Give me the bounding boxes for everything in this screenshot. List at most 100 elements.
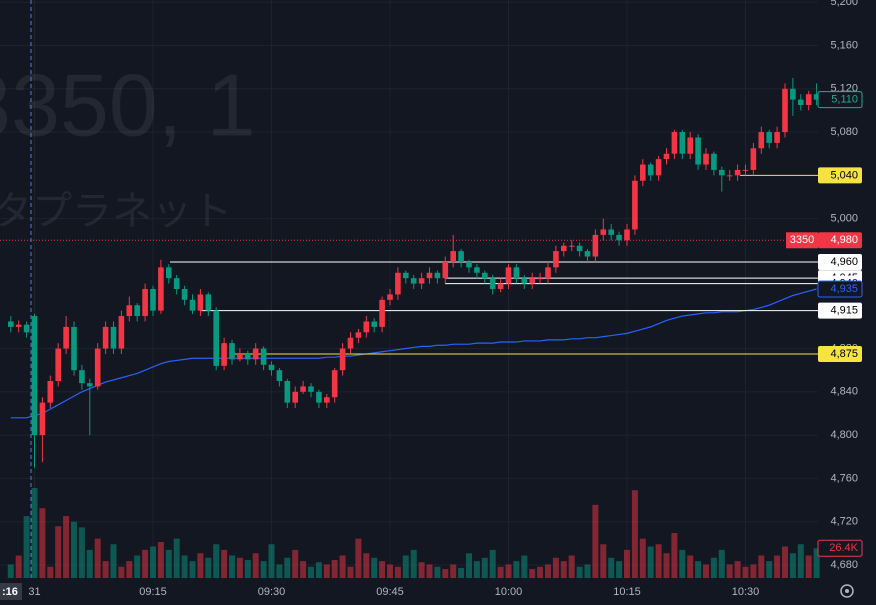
candle-body [189, 299, 196, 311]
candle-body [292, 391, 298, 403]
volume-bar [703, 564, 709, 578]
y-tick-label: 4,760 [830, 472, 858, 484]
volume-bar [473, 561, 480, 578]
level-label: 4,980 [830, 234, 858, 246]
candle-body [347, 337, 354, 349]
volume-bar [402, 555, 409, 578]
candle-body [150, 289, 156, 311]
volume-bar [600, 544, 607, 578]
candle-body [640, 164, 646, 181]
candle-body [813, 94, 820, 100]
volume-bar [94, 538, 101, 578]
volume-bar [236, 557, 243, 578]
candle-body [655, 159, 662, 176]
volume-bar [276, 564, 283, 578]
volume-bar [545, 564, 551, 578]
candle-body [276, 370, 283, 382]
volume-bar [394, 566, 401, 578]
volume-bar [86, 549, 93, 578]
x-tick-label: 31 [28, 586, 40, 598]
candle-body [166, 267, 172, 279]
candle-body [71, 326, 77, 371]
candle-body [410, 278, 417, 284]
volume-bar [679, 549, 686, 578]
candle-body [529, 278, 535, 284]
volume-bar [750, 564, 757, 578]
volume-bar [150, 546, 156, 578]
candle-body [608, 229, 614, 235]
candle-body [466, 261, 472, 268]
volume-badge [817, 539, 863, 557]
volume-bar [23, 516, 30, 578]
volume-bar [165, 549, 172, 578]
volume-bar [102, 561, 109, 578]
candle-body [371, 321, 377, 327]
settings-gear[interactable] [840, 584, 854, 598]
volume-bar [252, 553, 259, 578]
volume-bar [142, 549, 149, 578]
volume-bar [434, 566, 441, 578]
y-tick-label: 4,720 [830, 516, 858, 528]
volume-bar [608, 557, 615, 578]
candle-body [31, 316, 38, 436]
crosshair-label-bg [0, 583, 22, 600]
volume-bar [466, 553, 472, 578]
candle-body [63, 326, 69, 349]
candle-body [687, 137, 693, 154]
volume-bar [513, 561, 520, 578]
volume-bar [418, 562, 425, 578]
candle-body [395, 272, 401, 295]
candle-body [600, 229, 607, 235]
volume-bar [47, 566, 54, 578]
candle-body [268, 364, 275, 371]
volume-bar [576, 566, 583, 578]
settings-icon[interactable] [840, 584, 854, 598]
candle-body [632, 180, 638, 230]
x-tick-label: 10:30 [732, 586, 760, 598]
candle-body [742, 169, 749, 171]
volume-layer [7, 488, 820, 578]
volume-bar [118, 566, 125, 578]
candle-body [110, 326, 117, 349]
level-badge [818, 302, 862, 319]
volume-bar [813, 548, 820, 578]
candle-body [758, 132, 765, 149]
volume-bar [181, 555, 188, 578]
candle-body [521, 278, 528, 284]
candle-body [790, 88, 796, 100]
volume-bar [355, 538, 362, 578]
ma-label: 4,935 [830, 283, 858, 295]
volume-bar [78, 527, 85, 578]
candle-body [173, 278, 180, 289]
volume-bar [284, 557, 291, 578]
candle-body [671, 132, 678, 154]
volume-bar [442, 569, 449, 578]
candle-body [324, 397, 330, 403]
candle-body [316, 391, 322, 403]
volume-bar [552, 557, 559, 578]
volume-bar [189, 561, 196, 578]
candle-body [584, 251, 591, 257]
ma-badge [817, 280, 863, 298]
x-tick-label: 10:00 [495, 586, 523, 598]
candle-body [87, 383, 93, 387]
x-tick-label: 10:15 [613, 586, 641, 598]
level-tag: 3350 [790, 234, 814, 246]
candle-body [181, 289, 188, 300]
candle-body [205, 294, 212, 311]
volume-bar [734, 561, 741, 578]
volume-bar [71, 521, 77, 578]
volume-bar [315, 562, 322, 578]
volume-bar [450, 564, 457, 578]
candle-body [505, 267, 512, 284]
y-tick-label: 5,080 [830, 126, 858, 138]
candle-body [568, 245, 575, 247]
volume-bar [292, 549, 299, 578]
candle-body [442, 261, 449, 279]
settings-center[interactable] [845, 589, 849, 593]
y-tick-label: 5,160 [830, 39, 858, 51]
volume-bar [426, 564, 433, 578]
candle-body [798, 99, 804, 105]
candle-body [221, 343, 227, 366]
